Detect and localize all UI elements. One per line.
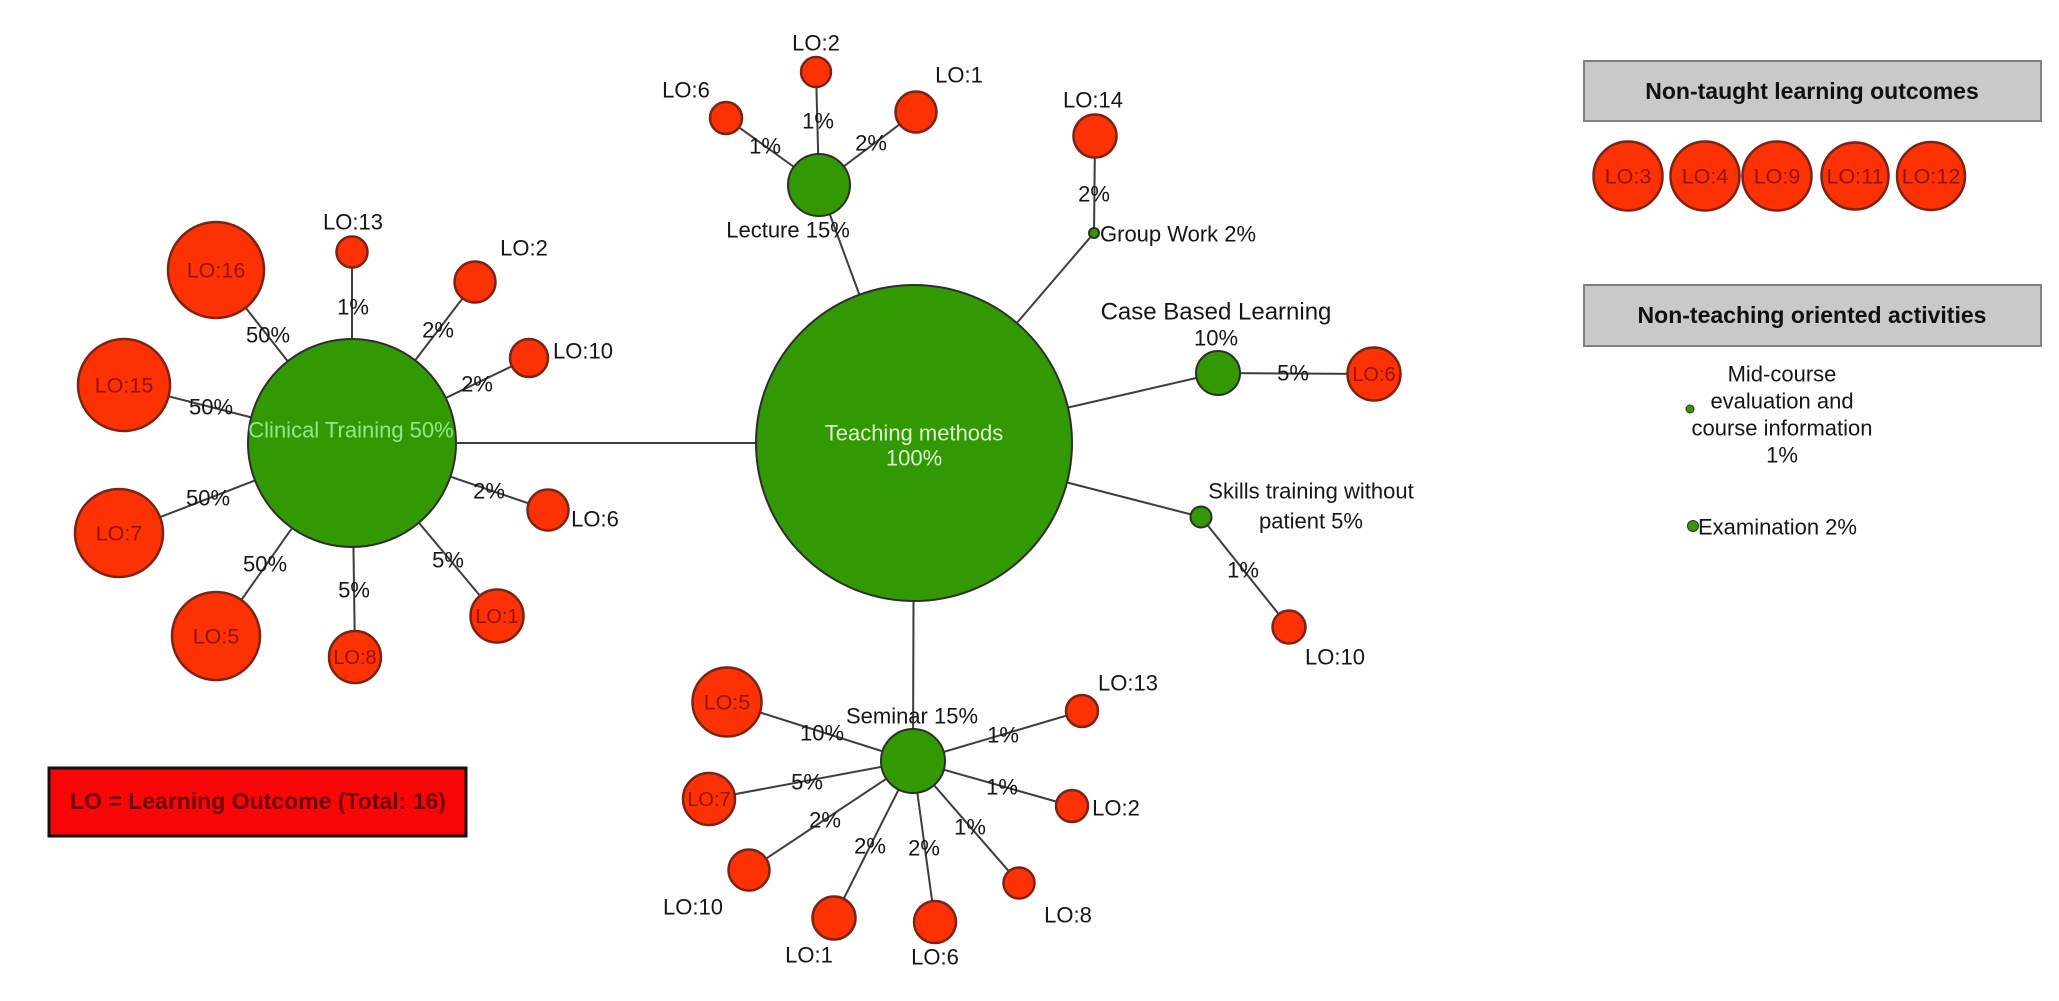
svg-text:LO:10: LO:10	[553, 339, 613, 364]
svg-text:50%: 50%	[186, 486, 230, 511]
svg-text:Mid-course: Mid-course	[1728, 362, 1837, 387]
svg-text:1%: 1%	[954, 815, 986, 840]
svg-text:5%: 5%	[432, 548, 464, 573]
svg-text:LO:7: LO:7	[687, 789, 730, 811]
svg-text:Non-teaching oriented activiti: Non-teaching oriented activities	[1638, 302, 1987, 328]
svg-text:100%: 100%	[886, 446, 942, 471]
svg-text:patient 5%: patient 5%	[1259, 509, 1363, 534]
svg-text:2%: 2%	[908, 836, 940, 861]
svg-text:Clinical Training 50%: Clinical Training 50%	[248, 418, 453, 443]
svg-text:Examination 2%: Examination 2%	[1698, 515, 1857, 540]
svg-text:Teaching methods: Teaching methods	[825, 421, 1004, 446]
svg-text:Group Work 2%: Group Work 2%	[1100, 222, 1256, 247]
svg-text:LO:4: LO:4	[1682, 165, 1729, 189]
svg-text:10%: 10%	[1194, 326, 1238, 351]
svg-text:1%: 1%	[1766, 443, 1798, 468]
svg-text:2%: 2%	[473, 479, 505, 504]
svg-text:1%: 1%	[749, 134, 781, 159]
svg-text:LO = Learning Outcome (Total:: LO = Learning Outcome (Total: 16)	[70, 788, 446, 814]
svg-text:10%: 10%	[800, 721, 844, 746]
svg-text:LO:15: LO:15	[95, 374, 154, 398]
svg-text:1%: 1%	[802, 109, 834, 134]
svg-text:LO:13: LO:13	[1098, 671, 1158, 696]
svg-text:LO:10: LO:10	[1305, 645, 1365, 670]
svg-text:LO:3: LO:3	[1605, 165, 1652, 189]
svg-text:LO:11: LO:11	[1827, 165, 1884, 189]
svg-text:1%: 1%	[337, 295, 369, 320]
svg-text:LO:8: LO:8	[1044, 903, 1092, 928]
svg-text:Lecture 15%: Lecture 15%	[726, 218, 850, 243]
svg-text:5%: 5%	[338, 578, 370, 603]
svg-text:LO:16: LO:16	[187, 259, 246, 283]
svg-text:2%: 2%	[1078, 182, 1110, 207]
svg-text:Non-taught learning outcomes: Non-taught learning outcomes	[1645, 78, 1979, 104]
svg-text:2%: 2%	[855, 131, 887, 156]
svg-text:5%: 5%	[1277, 361, 1309, 386]
svg-text:LO:12: LO:12	[1902, 165, 1961, 189]
svg-text:LO:7: LO:7	[96, 522, 143, 546]
svg-text:50%: 50%	[189, 395, 233, 420]
svg-text:LO:1: LO:1	[785, 943, 833, 968]
svg-text:5%: 5%	[791, 770, 823, 795]
svg-text:LO:6: LO:6	[571, 507, 619, 532]
svg-text:Seminar 15%: Seminar 15%	[846, 704, 978, 729]
svg-text:LO:6: LO:6	[662, 78, 710, 103]
svg-text:1%: 1%	[1227, 558, 1259, 583]
svg-text:Skills training without: Skills training without	[1208, 479, 1413, 504]
svg-text:LO:1: LO:1	[935, 63, 983, 88]
svg-text:1%: 1%	[987, 723, 1019, 748]
svg-text:LO:8: LO:8	[333, 647, 376, 669]
svg-text:Case Based Learning: Case Based Learning	[1101, 298, 1332, 325]
svg-text:LO:2: LO:2	[500, 236, 548, 261]
svg-text:LO:9: LO:9	[1754, 165, 1801, 189]
svg-text:LO:2: LO:2	[792, 31, 840, 56]
svg-text:1%: 1%	[986, 775, 1018, 800]
svg-text:50%: 50%	[246, 323, 290, 348]
svg-text:LO:5: LO:5	[704, 691, 751, 715]
svg-text:LO:5: LO:5	[193, 625, 240, 649]
svg-text:LO:6: LO:6	[1352, 364, 1395, 386]
svg-text:2%: 2%	[854, 834, 886, 859]
svg-text:2%: 2%	[461, 372, 493, 397]
svg-text:LO:13: LO:13	[323, 210, 383, 235]
svg-text:LO:14: LO:14	[1063, 88, 1123, 113]
svg-text:evaluation and: evaluation and	[1710, 389, 1853, 414]
svg-text:LO:10: LO:10	[663, 895, 723, 920]
svg-text:LO:1: LO:1	[475, 606, 518, 628]
svg-text:LO:6: LO:6	[911, 945, 959, 970]
svg-text:2%: 2%	[422, 318, 454, 343]
svg-text:50%: 50%	[243, 552, 287, 577]
svg-text:course information: course information	[1692, 416, 1873, 441]
svg-text:2%: 2%	[809, 808, 841, 833]
svg-text:LO:2: LO:2	[1092, 796, 1140, 821]
